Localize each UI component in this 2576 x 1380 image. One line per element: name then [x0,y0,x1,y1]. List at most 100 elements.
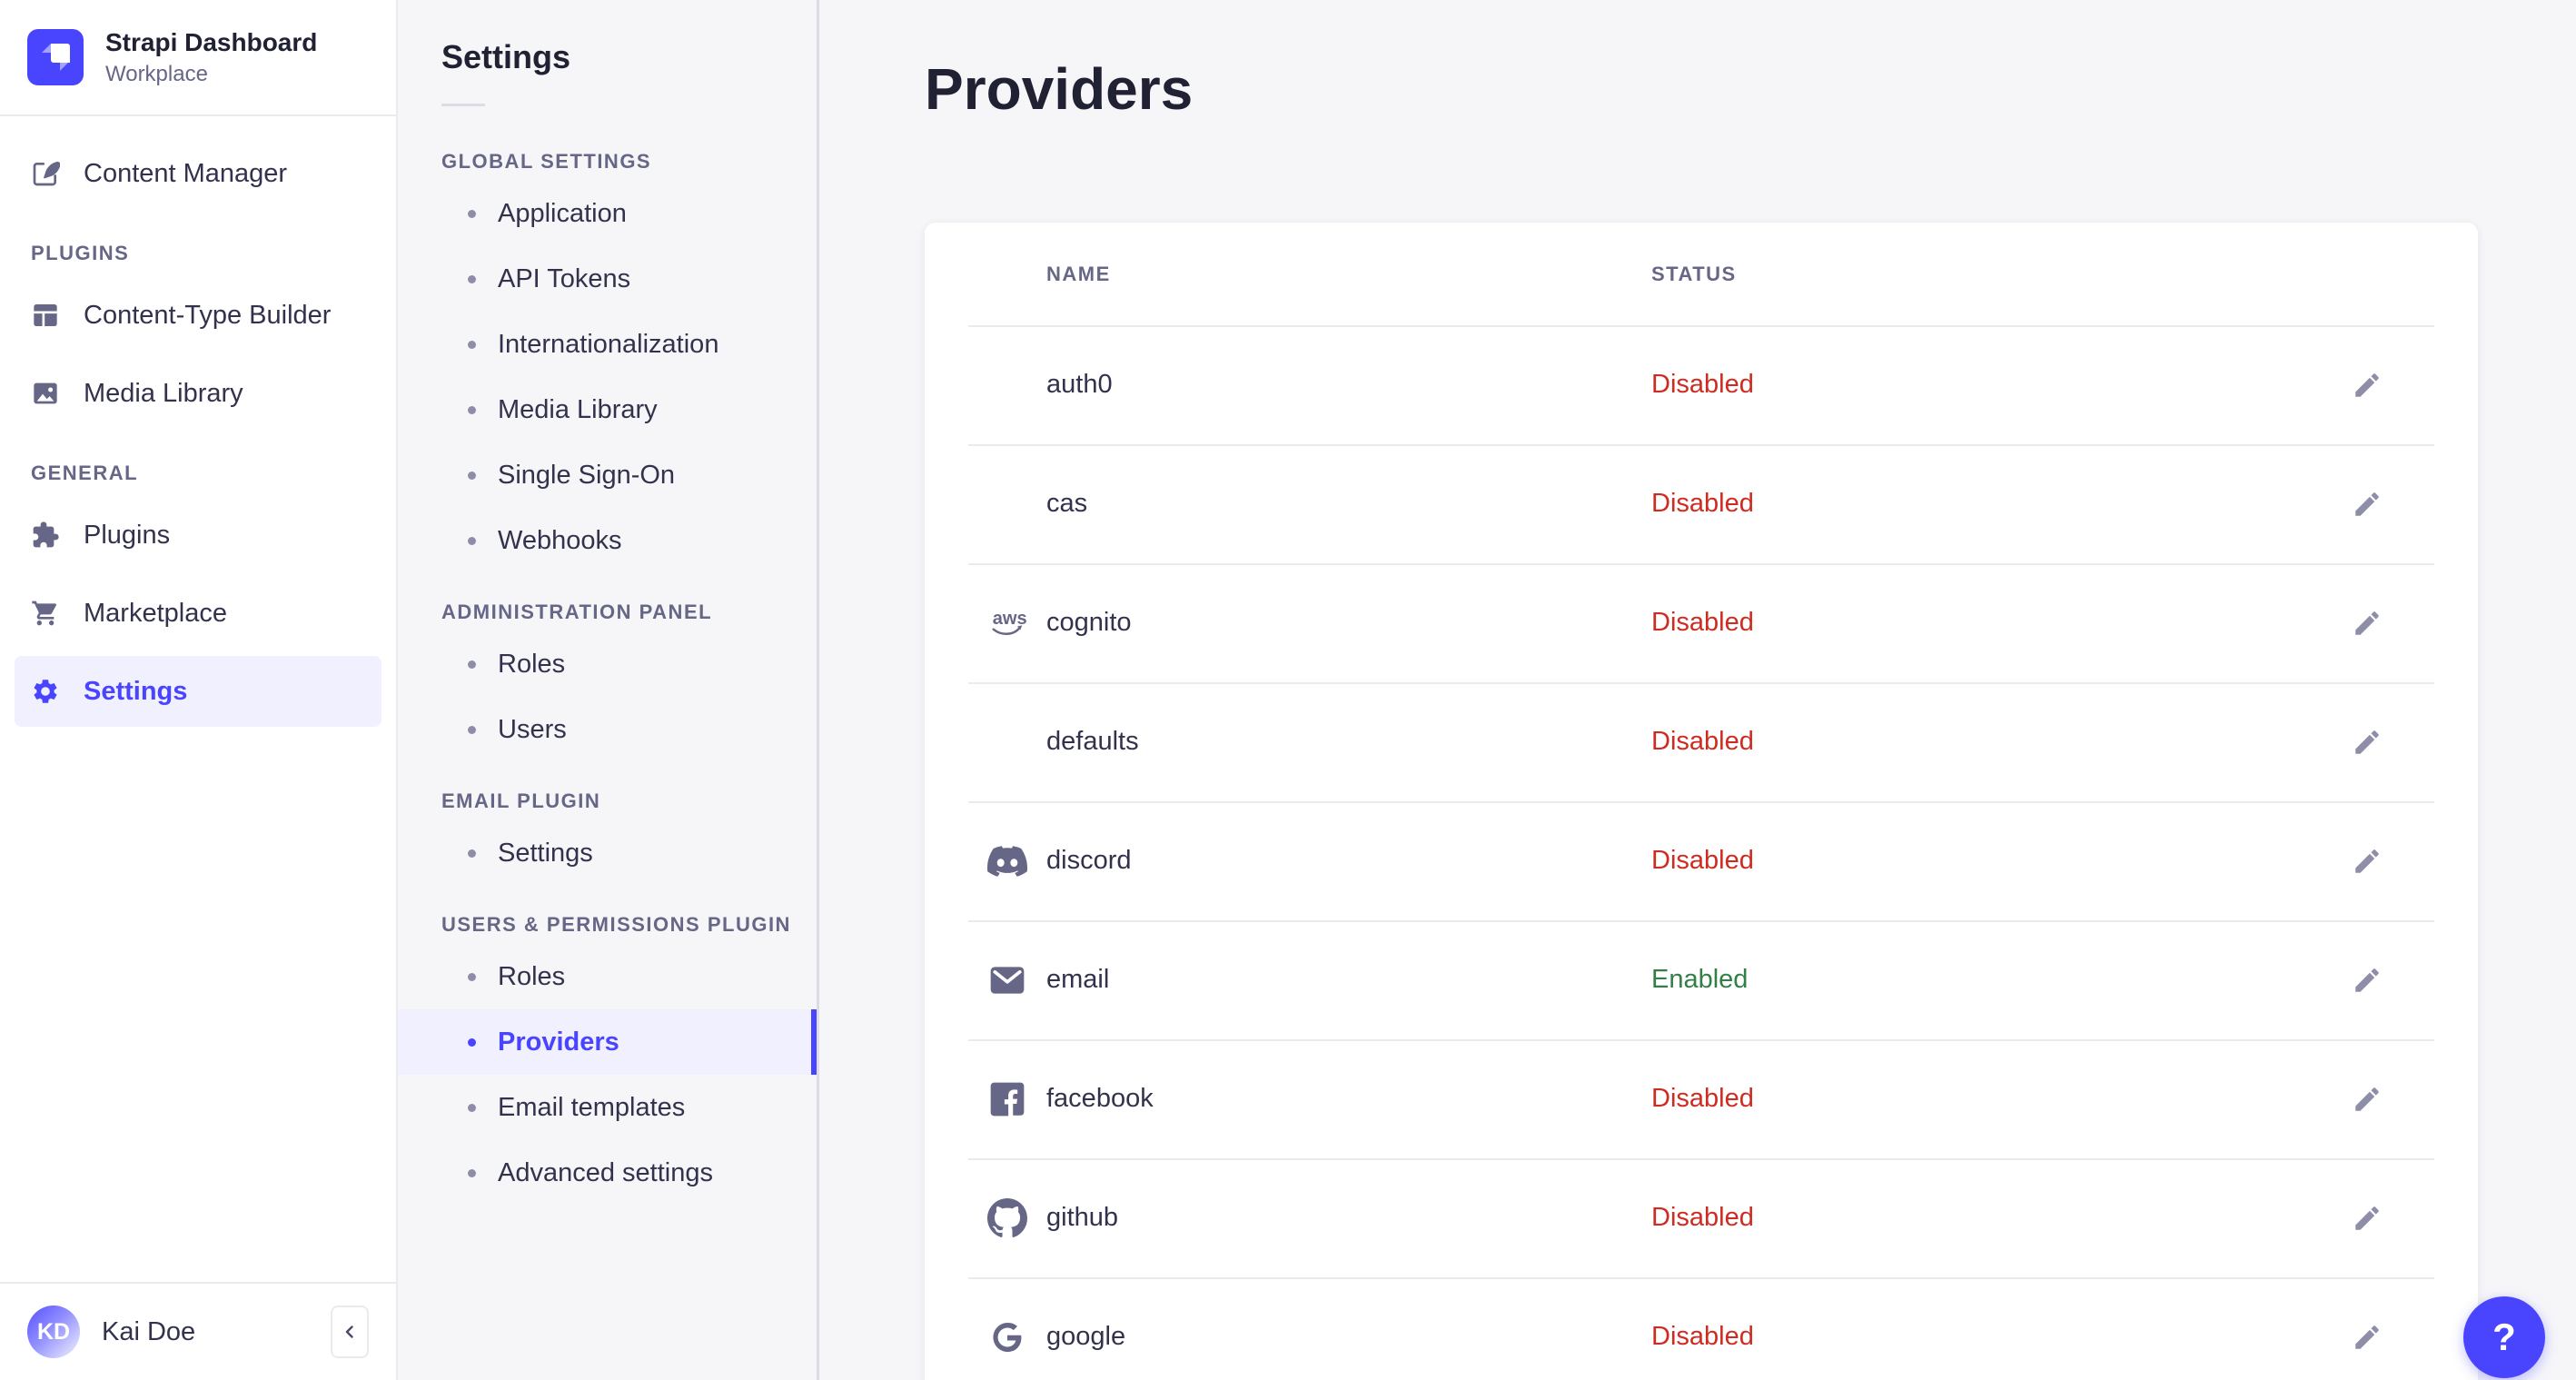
table-header-row: NAME STATUS [925,223,2478,325]
edit-provider-button[interactable] [2347,1317,2387,1357]
user-name: Kai Doe [102,1316,196,1346]
bullet-icon [468,405,476,414]
provider-name: defaults [1046,727,1139,756]
subnav-item-users[interactable]: Users [398,697,817,762]
provider-status: Enabled [1651,965,1749,994]
subnav-section: GLOBAL SETTINGS Application API Tokens Inte… [398,150,817,573]
edit-pencil-icon [2355,372,2379,397]
table-row: aws cognito Disabled [925,563,2478,682]
provider-status: Disabled [1651,370,1754,399]
subnav-section-label: GLOBAL SETTINGS [441,150,652,173]
column-header-status: STATUS [1651,262,1737,285]
subnav-item-webhooks[interactable]: Webhooks [398,508,817,573]
collapse-sidebar-button[interactable] [331,1306,369,1358]
email-icon [987,960,1027,1000]
avatar[interactable]: KD [27,1306,80,1358]
provider-status: Disabled [1651,727,1754,756]
subnav-item-email-templates[interactable]: Email templates [398,1075,817,1140]
table-row: auth0 Disabled [925,325,2478,444]
edit-provider-button[interactable] [2347,960,2387,1000]
edit-provider-button[interactable] [2347,841,2387,881]
provider-name: discord [1046,846,1132,875]
subnav-section: EMAIL PLUGIN Settings [398,789,817,886]
edit-provider-button[interactable] [2347,484,2387,524]
edit-pencil-icon [2355,611,2379,635]
providers-table: NAME STATUS auth0 Disabled cas Disabled aws c… [925,223,2478,1380]
content-type-builder-icon [31,301,60,330]
sidebar-item-media-library[interactable]: Media Library [15,358,381,429]
subnav-section: ADMINISTRATION PANEL Roles Users [398,601,817,762]
subnav-section: USERS & PERMISSIONS PLUGIN Roles Providers… [398,913,817,1206]
edit-provider-button[interactable] [2347,722,2387,762]
subnav-item-roles[interactable]: Roles [398,944,817,1009]
sidebar-item-settings[interactable]: Settings [15,656,381,727]
provider-name: auth0 [1046,370,1113,399]
subnav-item-settings[interactable]: Settings [398,820,817,886]
subnav-item-label: Advanced settings [498,1157,713,1187]
facebook-icon [987,1079,1027,1119]
subnav-item-label: Single Sign-On [498,460,676,490]
edit-provider-button[interactable] [2347,603,2387,643]
sidebar-item-label: Content-Type Builder [84,300,332,330]
subnav-item-label: Webhooks [498,525,622,555]
subnav-section-label: USERS & PERMISSIONS PLUGIN [441,913,791,936]
subnav-item-application[interactable]: Application [398,181,817,246]
bullet-icon [468,849,476,858]
subnav-title-divider [441,104,485,106]
provider-name: google [1046,1322,1126,1351]
table-row: defaults Disabled [925,682,2478,801]
page-title: Providers [925,56,1194,122]
edit-provider-button[interactable] [2347,1198,2387,1238]
provider-name: cognito [1046,608,1132,637]
settings-icon [31,677,60,706]
edit-provider-button[interactable] [2347,1079,2387,1119]
bullet-icon [468,725,476,734]
sidebar-item-label: Plugins [84,520,171,550]
brand-text: Strapi Dashboard Workplace [105,27,317,87]
user-row: KD Kai Doe [0,1284,396,1380]
sidebar-item-marketplace[interactable]: Marketplace [15,578,381,649]
provider-name: cas [1046,489,1088,518]
sidebar-item-plugins[interactable]: Plugins [15,500,381,571]
subnav-item-api-tokens[interactable]: API Tokens [398,246,817,312]
subnav-item-label: API Tokens [498,263,631,293]
subnav-item-single-sign-on[interactable]: Single Sign-On [398,442,817,508]
subnav-item-label: Providers [498,1027,619,1057]
subnav-item-roles[interactable]: Roles [398,631,817,697]
subnav-section-label: EMAIL PLUGIN [441,789,601,812]
sidebar-divider [0,114,396,116]
subnav-item-label: Media Library [498,394,658,424]
sidebar-item-content-type-builder[interactable]: Content-Type Builder [15,280,381,351]
sidebar-item-content-manager[interactable]: Content Manager [15,138,381,209]
subnav-item-providers[interactable]: Providers [398,1009,817,1075]
subnav-sections: GLOBAL SETTINGS Application API Tokens Inte… [398,106,817,1206]
table-row: discord Disabled [925,801,2478,920]
sidebar-section-label: PLUGINS [31,242,130,264]
subnav-header: Settings [398,0,817,106]
subnav-item-advanced-settings[interactable]: Advanced settings [398,1140,817,1206]
github-icon [987,1197,1027,1238]
bullet-icon [468,209,476,218]
sidebar-nav: Content Manager PLUGINS Content-Type Build… [0,116,396,1282]
subnav-item-media-library[interactable]: Media Library [398,377,817,442]
provider-status: Disabled [1651,1084,1754,1113]
workspace-brand[interactable]: Strapi Dashboard Workplace [0,0,396,114]
bullet-icon [468,1103,476,1112]
subnav-item-label: Settings [498,838,593,868]
edit-pencil-icon [2355,1206,2379,1230]
sidebar-footer: KD Kai Doe [0,1282,396,1380]
help-button[interactable]: ? [2463,1296,2545,1378]
provider-name: github [1046,1203,1119,1232]
edit-provider-button[interactable] [2347,365,2387,405]
discord-icon [987,841,1027,881]
app-title: Strapi Dashboard [105,28,318,56]
bullet-icon [468,660,476,669]
subnav-item-internationalization[interactable]: Internationalization [398,312,817,377]
bullet-icon [468,274,476,283]
sidebar-footer-divider [0,1282,396,1284]
google-icon [987,1317,1027,1357]
subnav-item-label: Internationalization [498,329,719,359]
strapi-logo-icon [27,29,84,85]
table-body: auth0 Disabled cas Disabled aws cognito Disabl… [925,325,2478,1380]
